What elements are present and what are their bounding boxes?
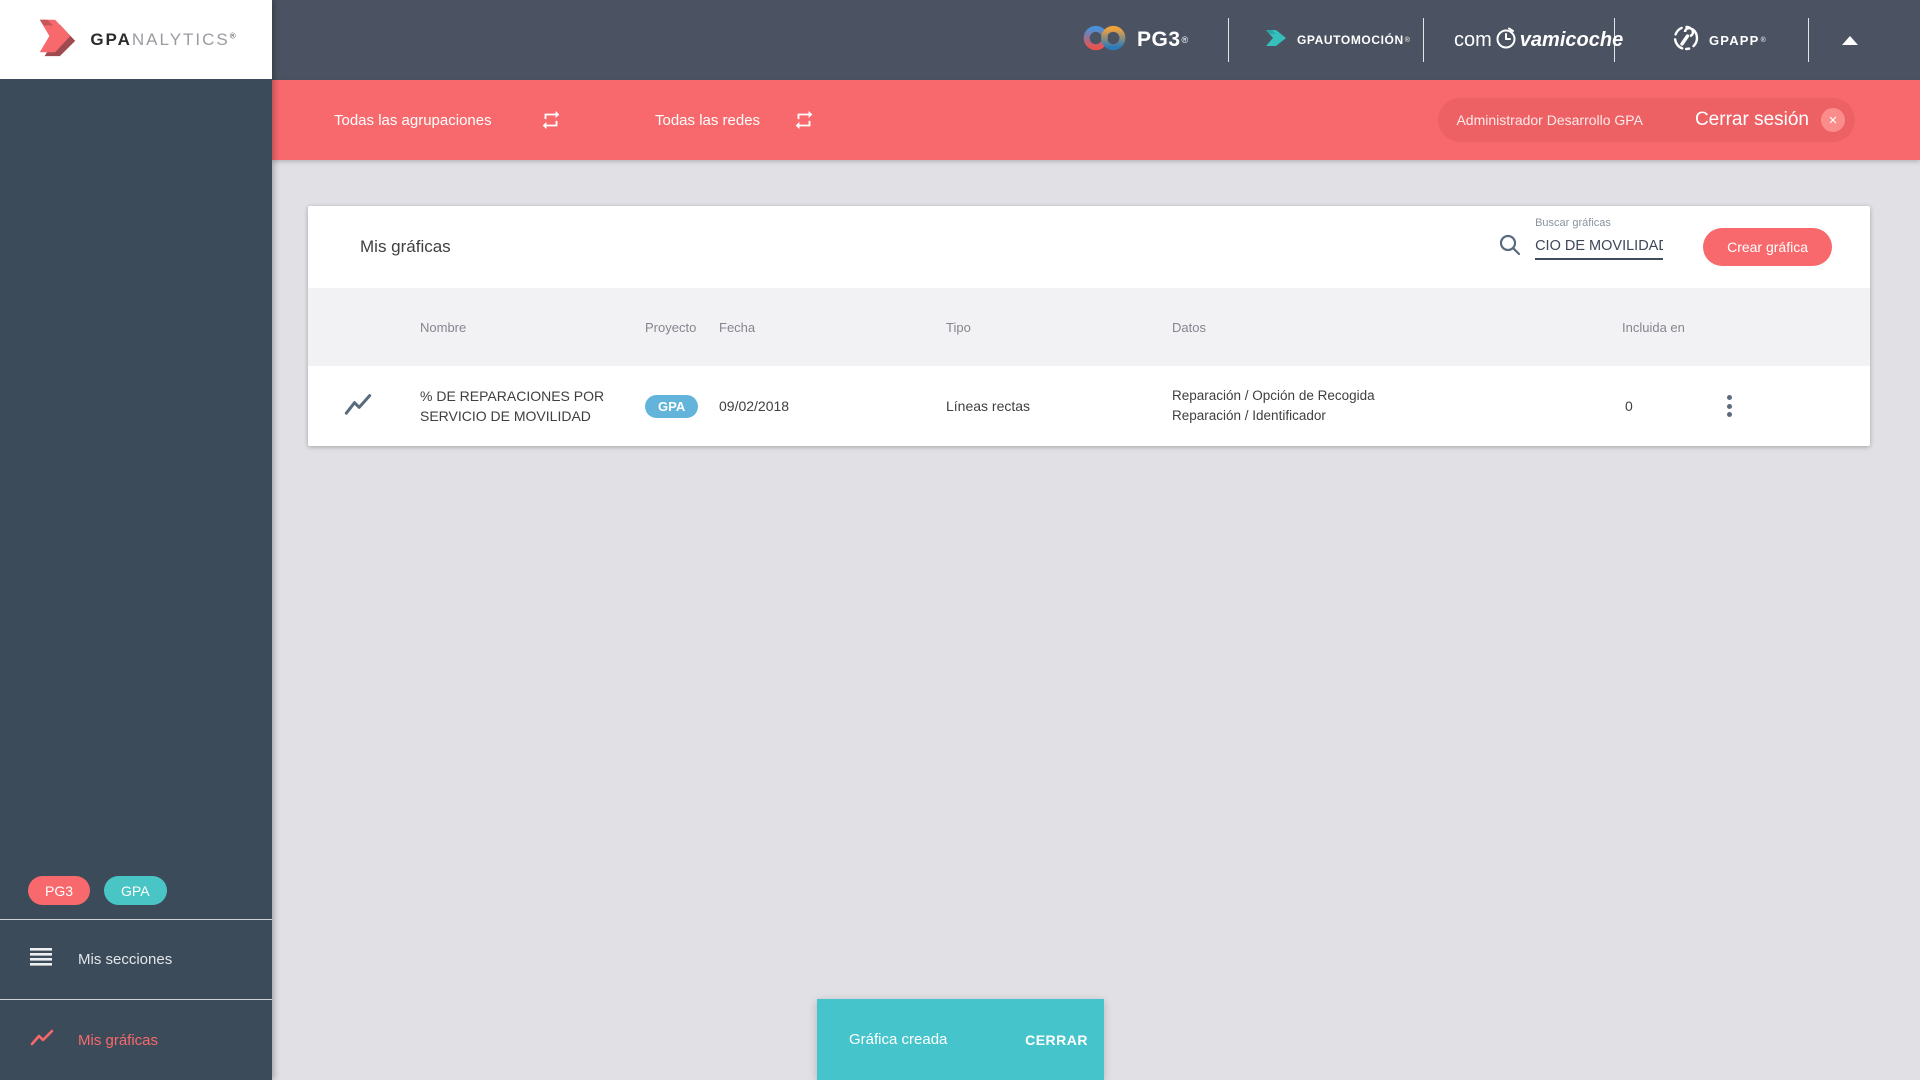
line-chart-icon [30, 1028, 54, 1053]
data-field-2: Reparación / Identificador [1172, 408, 1326, 423]
gpautomocion-reg: ® [1404, 36, 1410, 44]
topbar-divider [1228, 18, 1229, 62]
swap-groupings-icon[interactable] [540, 109, 562, 131]
search-zone: Buscar gráficas CIO DE MOVILIDAD Crear g… [1497, 217, 1870, 266]
topbar-divider [1808, 18, 1809, 62]
groupings-filter[interactable]: Todas las agrupaciones [334, 111, 492, 129]
type-cell: Líneas rectas [946, 398, 1031, 414]
comvamicoche-pre-label: com [1454, 28, 1492, 51]
panel-title: Mis gráficas [360, 237, 451, 256]
networks-filter[interactable]: Todas las redes [655, 111, 761, 129]
sidebar-item-label: Mis gráficas [78, 1031, 159, 1049]
menu-list-icon [30, 948, 52, 971]
gpautomocion-label: GPAUTOMOCIÓN [1297, 33, 1404, 47]
search-input[interactable]: CIO DE MOVILIDAD [1535, 238, 1664, 254]
gpa-badge: GPA [104, 876, 167, 905]
gpapp-reg: ® [1760, 36, 1766, 44]
gpautomocion-arrow-icon [1264, 26, 1288, 55]
topbar-divider [1423, 18, 1424, 62]
pg3-badge: PG3 [28, 876, 91, 905]
toast-message: Gráfica creada [849, 1031, 948, 1048]
brand-comvamicoche: com vamicoche [1454, 0, 1623, 80]
sidebar-divider [0, 999, 272, 1000]
actions-cell [1702, 393, 1870, 419]
line-chart-icon [344, 392, 420, 421]
data-field-1: Reparación / Opción de Recogida [1172, 387, 1375, 403]
brand-pg3: PG3 ® [1083, 0, 1188, 80]
project-badge: GPA [645, 394, 699, 418]
pg3-reg: ® [1181, 35, 1189, 45]
header-tipo: Tipo [946, 319, 971, 335]
sidebar-item-mis-secciones[interactable]: Mis secciones [0, 920, 272, 999]
header-incluida-en: Incluida en [1622, 319, 1685, 335]
top-brand-bar: PG3 ® GPAUTOMOCIÓN ® com [272, 0, 1920, 80]
search-field[interactable]: Buscar gráficas CIO DE MOVILIDAD [1535, 217, 1664, 260]
filter-bar: Todas las agrupaciones Todas las redes A… [272, 80, 1920, 160]
logout-x-icon[interactable]: ✕ [1821, 108, 1845, 132]
project-cell: GPA [645, 394, 719, 418]
search-field-label: Buscar gráficas [1535, 217, 1611, 229]
date-cell: 09/02/2018 [719, 398, 790, 414]
pg3-label: PG3 [1137, 28, 1181, 51]
search-icon[interactable] [1497, 232, 1523, 263]
header-datos: Datos [1172, 319, 1206, 335]
topbar-divider [1614, 18, 1615, 62]
row-menu-kebab-icon[interactable] [1717, 393, 1741, 419]
sidebar-item-label: Mis secciones [78, 951, 173, 968]
swap-networks-icon[interactable] [793, 109, 815, 131]
pg3-infinity-icon [1083, 24, 1127, 57]
sidebar: GPANALYTICS® PG3 GPA Mis secciones [0, 0, 272, 1080]
sidebar-divider [0, 919, 272, 920]
table-header-row: Nombre Proyecto Fecha Tipo Datos Incluid… [308, 288, 1870, 366]
brand-gpautomocion: GPAUTOMOCIÓN ® [1264, 0, 1410, 80]
gpa-arrow-icon [34, 15, 80, 64]
panel-header: Mis gráficas Buscar gráficas CIO DE MOVI… [308, 206, 1870, 288]
user-name-label: Administrador Desarrollo GPA [1456, 112, 1643, 128]
included-in-cell: 0 [1625, 398, 1633, 414]
gpapp-label: GPAPP [1709, 32, 1760, 48]
create-chart-button[interactable]: Crear gráfica [1703, 228, 1832, 266]
logout-button[interactable]: Cerrar sesión [1694, 109, 1809, 130]
comvamicoche-post-label: vamicoche [1519, 28, 1624, 51]
charts-panel: Mis gráficas Buscar gráficas CIO DE MOVI… [308, 206, 1870, 446]
header-proyecto: Proyecto [645, 319, 697, 335]
table-row[interactable]: % DE REPARACIONES POR SERVICIO DE MOVILI… [308, 366, 1870, 446]
snackbar-toast: Gráfica creada CERRAR [817, 999, 1104, 1080]
collapse-header-arrow-icon[interactable] [1842, 36, 1858, 45]
data-fields-cell: Reparación / Opción de Recogida Reparaci… [1172, 386, 1622, 427]
chart-name-cell: % DE REPARACIONES POR SERVICIO DE MOVILI… [420, 387, 605, 424]
header-nombre: Nombre [420, 319, 467, 335]
gpa-analytics-logo: GPANALYTICS® [0, 0, 272, 79]
brand-gpapp: GPAPP ® [1672, 0, 1766, 80]
toast-close-button[interactable]: CERRAR [1025, 1031, 1088, 1048]
header-fecha: Fecha [719, 319, 756, 335]
stopwatch-icon [1494, 26, 1518, 55]
sidebar-badges: PG3 GPA [28, 876, 167, 905]
gpa-analytics-wordmark: GPANALYTICS® [90, 29, 238, 49]
gpapp-wrench-icon [1672, 24, 1700, 57]
sidebar-item-mis-graficas[interactable]: Mis gráficas [0, 1000, 272, 1080]
user-session-pill: Administrador Desarrollo GPA Cerrar sesi… [1438, 98, 1855, 142]
